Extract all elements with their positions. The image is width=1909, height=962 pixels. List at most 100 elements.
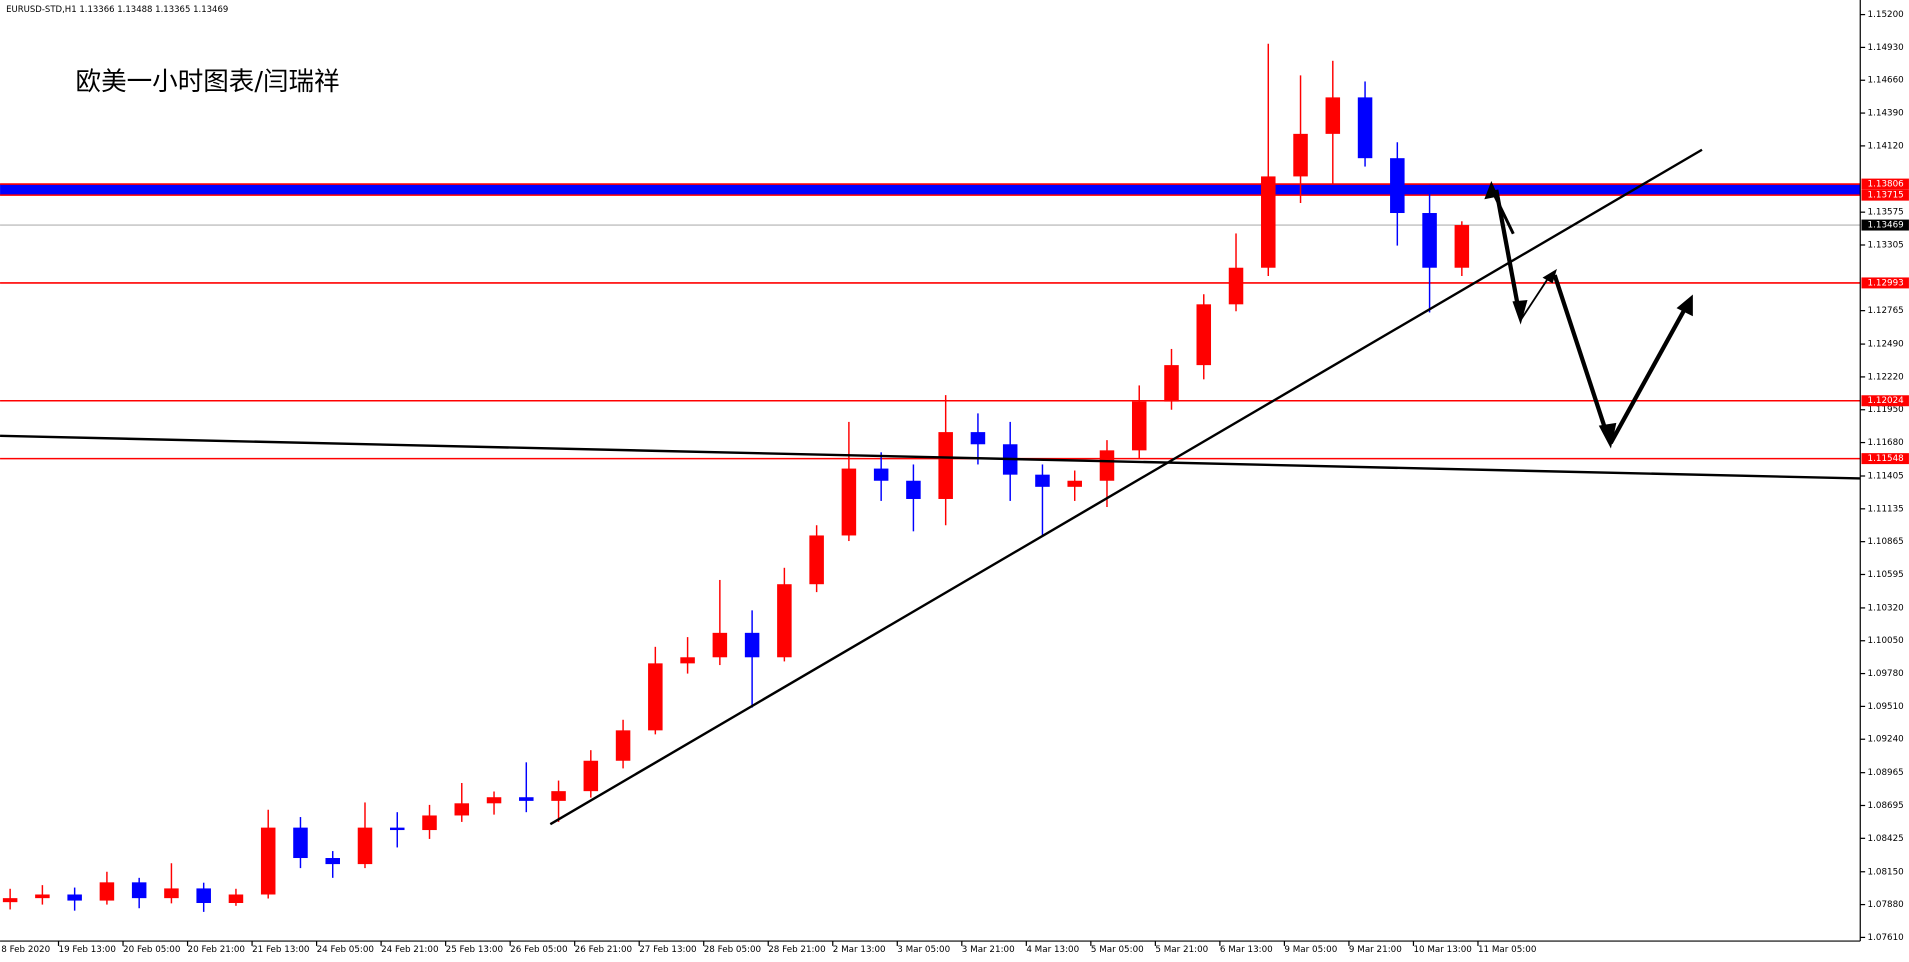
candle-body — [519, 797, 534, 801]
candle-body — [873, 468, 889, 481]
candle-body — [841, 468, 857, 536]
x-tick-label: 28 Feb 21:00 — [768, 945, 825, 955]
candle-body — [131, 882, 147, 899]
x-tick-label: 20 Feb 21:00 — [188, 945, 245, 955]
price-label: 1.13715 — [1868, 191, 1904, 201]
x-tick-label: 25 Feb 13:00 — [446, 945, 503, 955]
candle-body — [389, 827, 405, 831]
trend-line — [0, 434, 1861, 480]
x-tick-label: 2 Mar 13:00 — [833, 945, 886, 955]
arrow — [1494, 189, 1522, 315]
y-tick-label: 1.10595 — [1868, 570, 1904, 580]
price-label-bg — [1861, 219, 1909, 231]
arrow-head — [1484, 181, 1499, 200]
candle-body — [938, 432, 953, 499]
y-tick-label: 1.10865 — [1868, 537, 1904, 547]
y-tick-label: 1.09240 — [1868, 735, 1904, 745]
x-tick-label: 26 Feb 21:00 — [575, 945, 632, 955]
x-tick-label: 4 Mar 13:00 — [1026, 945, 1079, 955]
candle-body — [164, 888, 179, 899]
y-tick-label: 1.13305 — [1868, 240, 1904, 250]
x-tick-label: 5 Mar 05:00 — [1091, 945, 1144, 955]
x-tick-label: 21 Feb 13:00 — [252, 945, 309, 955]
candle-body — [99, 882, 115, 901]
candle-body — [422, 815, 437, 831]
candles — [2, 43, 1470, 912]
x-tick-label: 24 Feb 21:00 — [381, 945, 438, 955]
price-label-bg — [1861, 395, 1909, 407]
candle-body — [1454, 225, 1470, 268]
x-tick-label: 24 Feb 05:00 — [317, 945, 374, 955]
price-label-bg — [1861, 277, 1909, 289]
y-tick-label: 1.12765 — [1868, 306, 1904, 316]
candle-body — [809, 535, 824, 585]
arrow-head — [1676, 294, 1693, 317]
candle-body — [325, 858, 340, 865]
drawings — [0, 148, 1861, 826]
candle-body — [777, 584, 792, 658]
price-label-bg — [1861, 178, 1909, 190]
y-tick-label: 1.07610 — [1868, 933, 1904, 943]
chart-title: 欧美一小时图表/闫瑞祥 — [76, 67, 340, 97]
y-tick-label: 1.10320 — [1868, 603, 1904, 613]
y-tick-label: 1.15200 — [1868, 10, 1904, 20]
candle-body — [712, 632, 728, 658]
candle-body — [1390, 158, 1405, 214]
x-tick-label: 26 Feb 05:00 — [510, 945, 567, 955]
price-label-bg — [1861, 453, 1909, 465]
candle-body — [744, 632, 760, 658]
candle-body — [1035, 474, 1050, 487]
candle-body — [260, 827, 276, 895]
candle-body — [1067, 480, 1082, 487]
candle-body — [1228, 267, 1244, 305]
candle-body — [1164, 365, 1179, 402]
candle-body — [293, 827, 308, 859]
x-tick-label: 9 Mar 21:00 — [1349, 945, 1402, 955]
arrow-head — [1512, 300, 1528, 325]
candle-body — [615, 730, 631, 761]
candle-body — [1357, 97, 1373, 159]
candle-body — [228, 894, 244, 904]
candle-body — [454, 803, 470, 816]
x-tick-label: 20 Feb 05:00 — [123, 945, 180, 955]
x-tick-label: 5 Mar 21:00 — [1155, 945, 1208, 955]
x-tick-label: 10 Mar 13:00 — [1413, 945, 1471, 955]
y-tick-label: 1.11950 — [1868, 405, 1904, 415]
price-label: 1.12993 — [1868, 278, 1904, 288]
y-tick-label: 1.12490 — [1868, 340, 1904, 350]
y-tick-label: 1.13575 — [1868, 208, 1904, 218]
y-tick-label: 1.08965 — [1868, 768, 1904, 778]
candle-body — [680, 657, 695, 664]
x-tick-label: 19 Feb 13:00 — [59, 945, 116, 955]
candle-body — [486, 797, 502, 804]
candle-body — [970, 432, 986, 445]
y-tick-label: 1.07880 — [1868, 900, 1904, 910]
price-label: 1.13469 — [1868, 221, 1904, 231]
x-tick-label: 27 Feb 13:00 — [639, 945, 696, 955]
y-tick-label: 1.08150 — [1868, 867, 1904, 877]
candle-body — [551, 791, 566, 801]
y-tick-label: 1.08695 — [1868, 801, 1904, 811]
y-tick-label: 1.09780 — [1868, 669, 1904, 679]
candle-body — [196, 888, 211, 904]
y-tick-label: 1.12220 — [1868, 372, 1904, 382]
candle-body — [357, 827, 373, 865]
candle-body — [1422, 213, 1437, 268]
y-tick-label: 1.10050 — [1868, 636, 1904, 646]
candle-body — [67, 894, 82, 901]
x-tick-label: 6 Mar 13:00 — [1220, 945, 1273, 955]
y-tick-label: 1.11680 — [1868, 438, 1904, 448]
candle-body — [1325, 97, 1341, 134]
candle-body — [1293, 133, 1308, 177]
price-label-bg — [1861, 189, 1909, 201]
y-tick-label: 1.09510 — [1868, 702, 1904, 712]
levels — [0, 183, 1861, 460]
arrow — [1552, 274, 1611, 439]
candle-body — [648, 663, 663, 731]
candle-body — [1196, 304, 1212, 366]
y-tick-label: 1.14660 — [1868, 76, 1904, 86]
candle-body — [2, 898, 18, 903]
